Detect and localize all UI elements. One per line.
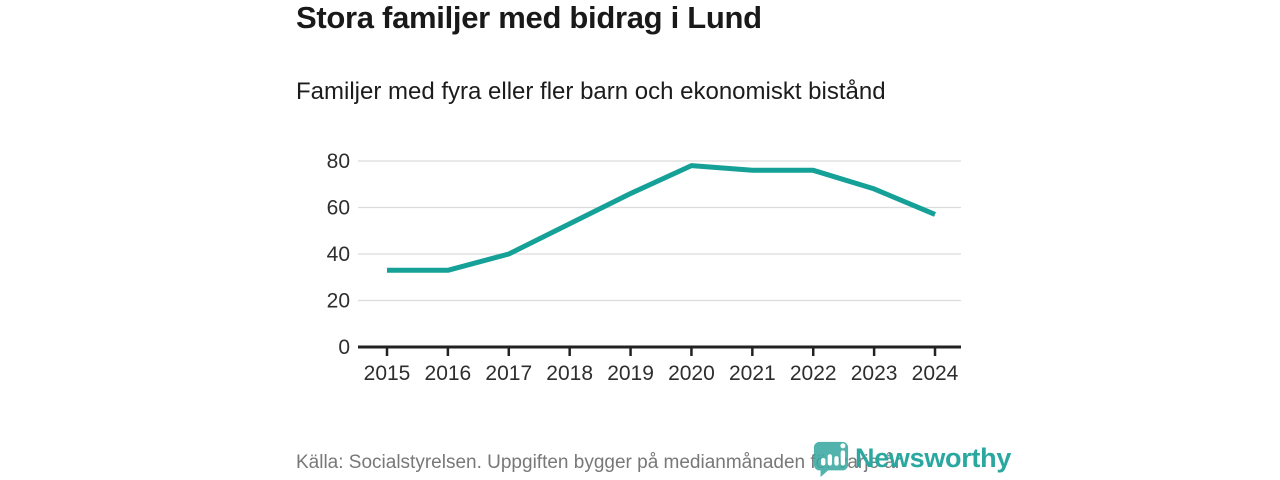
newsworthy-icon bbox=[813, 441, 849, 478]
x-axis-tick-label: 2021 bbox=[729, 362, 776, 385]
brand-logo: Newsworthy bbox=[812, 439, 1011, 478]
x-axis-tick-label: 2015 bbox=[364, 362, 411, 385]
y-axis-tick-label: 60 bbox=[327, 197, 350, 220]
x-axis-tick-label: 2023 bbox=[851, 362, 898, 385]
x-axis-tick-label: 2017 bbox=[485, 362, 532, 385]
x-axis-tick-label: 2024 bbox=[912, 362, 959, 385]
x-axis-tick-label: 2018 bbox=[546, 362, 593, 385]
chart-subtitle: Familjer med fyra eller fler barn och ek… bbox=[296, 78, 886, 105]
y-axis-tick-label: 80 bbox=[327, 150, 350, 173]
brand-name: Newsworthy bbox=[855, 443, 1012, 473]
y-axis-tick-label: 0 bbox=[338, 336, 350, 359]
x-axis-tick-label: 2020 bbox=[668, 362, 715, 385]
x-axis-tick-label: 2019 bbox=[607, 362, 654, 385]
y-axis-tick-label: 40 bbox=[327, 243, 350, 266]
source-note: Källa: Socialstyrelsen. Uppgiften bygger… bbox=[296, 452, 902, 473]
data-series-line bbox=[387, 163, 936, 273]
y-axis-tick-label: 20 bbox=[327, 290, 350, 313]
chart-title: Stora familjer med bidrag i Lund bbox=[296, 0, 762, 35]
x-axis-tick-label: 2016 bbox=[425, 362, 472, 385]
x-axis-tick-label: 2022 bbox=[790, 362, 837, 385]
